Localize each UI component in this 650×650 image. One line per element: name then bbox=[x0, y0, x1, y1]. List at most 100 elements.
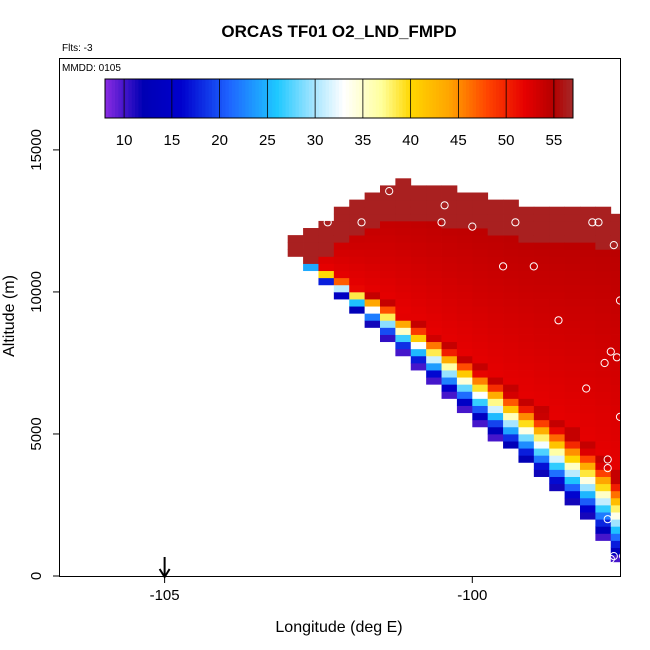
heatmap-cell bbox=[595, 483, 612, 492]
colorbar-segment bbox=[516, 79, 521, 118]
flight-point bbox=[631, 550, 640, 559]
heatmap-cell bbox=[456, 299, 473, 307]
heatmap-cell bbox=[580, 256, 596, 264]
heatmap-cell bbox=[456, 263, 473, 272]
heatmap-cell bbox=[472, 270, 489, 279]
heatmap-cell bbox=[549, 206, 566, 215]
heatmap-cell bbox=[564, 206, 581, 215]
flight-point bbox=[385, 187, 394, 196]
colorbar-segment bbox=[425, 79, 430, 118]
heatmap-cell bbox=[349, 291, 366, 300]
heatmap-cell bbox=[333, 220, 350, 229]
heatmap-cell bbox=[333, 235, 350, 243]
heatmap-cell bbox=[456, 405, 473, 414]
flight-point bbox=[437, 218, 446, 227]
heatmap-cell bbox=[533, 433, 550, 442]
heatmap-cell bbox=[580, 291, 596, 300]
heatmap-cell bbox=[518, 235, 535, 243]
heatmap-cell bbox=[395, 242, 412, 250]
heatmap-cell bbox=[318, 256, 335, 264]
heatmap-cell bbox=[380, 270, 396, 279]
heatmap-cell bbox=[610, 490, 621, 499]
heatmap-cell bbox=[518, 306, 535, 314]
heatmap-cell bbox=[333, 256, 350, 264]
heatmap-cell bbox=[318, 249, 335, 257]
colorbar-segment bbox=[365, 79, 370, 118]
heatmap-cell bbox=[549, 299, 566, 307]
heatmap-cell bbox=[410, 213, 427, 222]
heatmap-cell bbox=[580, 448, 596, 456]
heatmap-cell bbox=[487, 313, 504, 321]
heatmap-cell bbox=[456, 355, 473, 364]
heatmap-cell bbox=[410, 206, 427, 215]
heatmap-cell bbox=[395, 235, 412, 243]
flight-point bbox=[606, 347, 615, 356]
heatmap-cell bbox=[503, 242, 519, 250]
colorbar-segment bbox=[275, 79, 280, 118]
heatmap-cell bbox=[364, 199, 381, 208]
colorbar-segment bbox=[335, 79, 340, 118]
heatmap-cell bbox=[410, 284, 427, 293]
heatmap-cell bbox=[549, 327, 566, 335]
colorbar-segment bbox=[168, 79, 173, 118]
colorbar-segment bbox=[412, 79, 417, 118]
heatmap-cell bbox=[549, 341, 566, 350]
heatmap-cell bbox=[487, 206, 504, 215]
heatmap-cell bbox=[580, 270, 596, 279]
colorbar-segment bbox=[529, 79, 534, 118]
heatmap-cell bbox=[503, 199, 519, 208]
heatmap-cell bbox=[349, 249, 366, 257]
heatmap-cell bbox=[441, 249, 458, 257]
heatmap-cell bbox=[549, 419, 566, 428]
heatmap-cell bbox=[549, 398, 566, 406]
heatmap-cell bbox=[472, 320, 489, 328]
colorbar-segment bbox=[372, 79, 377, 118]
heatmap-cell bbox=[410, 355, 427, 364]
heatmap-cell bbox=[395, 228, 412, 236]
colorbar-segment bbox=[369, 79, 373, 118]
heatmap-cell bbox=[549, 455, 566, 463]
heatmap-cell bbox=[472, 370, 489, 378]
heatmap-cell bbox=[426, 199, 442, 208]
heatmap-cell bbox=[549, 249, 566, 257]
x-axis-title: Longitude (deg E) bbox=[275, 619, 402, 636]
heatmap-cell bbox=[441, 391, 458, 399]
heatmap-cell bbox=[349, 206, 366, 215]
heatmap-cell bbox=[580, 490, 596, 499]
heatmap-cell bbox=[549, 284, 566, 293]
heatmap-cell bbox=[472, 334, 489, 343]
flight-point bbox=[603, 464, 612, 473]
heatmap-cell bbox=[564, 433, 581, 442]
heatmap-cell bbox=[318, 235, 335, 243]
colorbar-segment bbox=[322, 79, 327, 118]
heatmap-cell bbox=[518, 370, 535, 378]
heatmap-cell bbox=[426, 263, 442, 272]
heatmap-cell bbox=[564, 476, 581, 485]
colorbar-tick-label: 10 bbox=[116, 132, 133, 149]
heatmap-cell bbox=[395, 277, 412, 286]
colorbar-segment bbox=[295, 79, 300, 118]
heatmap-cell bbox=[487, 334, 504, 343]
heatmap-cell bbox=[580, 512, 596, 520]
heatmap-cell bbox=[503, 270, 519, 279]
heatmap-cell bbox=[610, 256, 621, 264]
heatmap-cell bbox=[472, 341, 489, 350]
heatmap-cell bbox=[595, 490, 612, 499]
heatmap-cell bbox=[564, 483, 581, 492]
colorbar-segment bbox=[205, 79, 210, 118]
heatmap-cell bbox=[610, 306, 621, 314]
flight-point bbox=[588, 218, 597, 227]
heatmap-cell bbox=[518, 242, 535, 250]
heatmap-cell bbox=[564, 249, 581, 257]
heatmap-cell bbox=[441, 348, 458, 357]
heatmap-cell bbox=[503, 412, 519, 421]
y-axis-title: Altitude (m) bbox=[1, 275, 18, 357]
heatmap-cell bbox=[564, 412, 581, 421]
heatmap-cell bbox=[610, 228, 621, 236]
flight-point bbox=[511, 218, 520, 227]
heatmap-cell bbox=[472, 377, 489, 385]
plot-frame bbox=[59, 58, 621, 577]
heatmap-cell bbox=[595, 220, 612, 229]
colorbar-tick-label: 30 bbox=[307, 132, 324, 149]
heatmap-cell bbox=[580, 469, 596, 477]
